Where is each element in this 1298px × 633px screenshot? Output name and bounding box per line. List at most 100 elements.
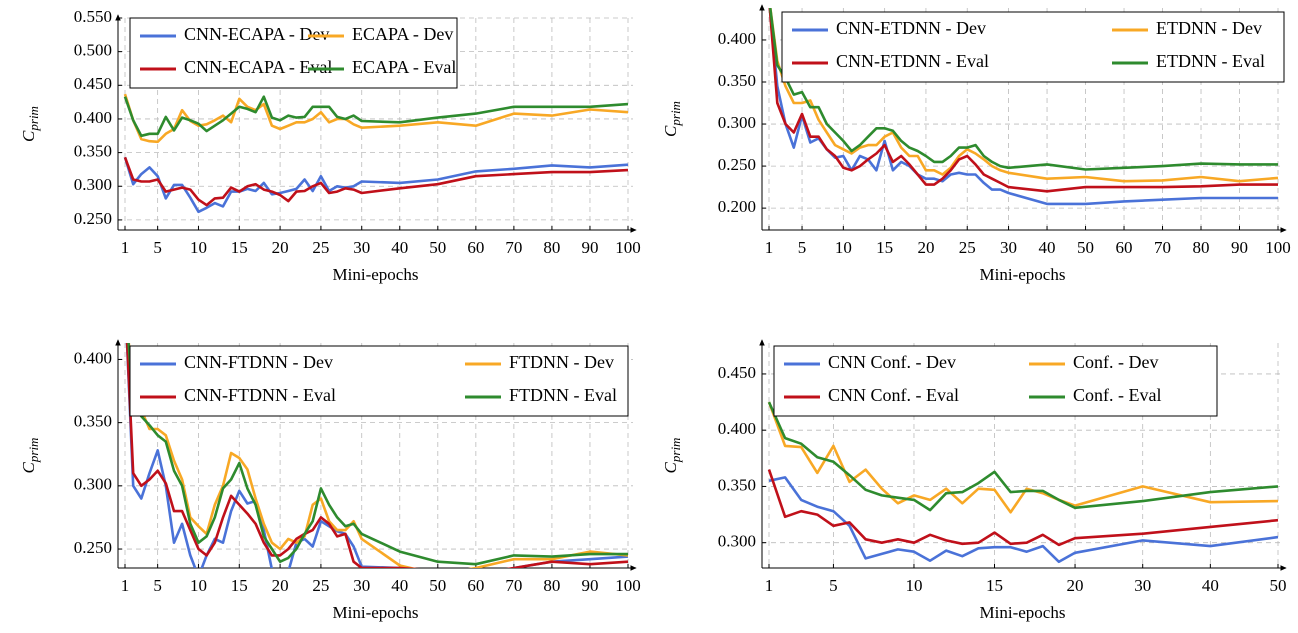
series-line: [127, 343, 628, 566]
x-tick-label: 20: [272, 576, 289, 595]
y-tick-label: 0.250: [74, 538, 112, 557]
x-tick-label: 10: [190, 576, 207, 595]
x-tick-label: 50: [1270, 576, 1287, 595]
legend-label: Conf. - Dev: [1073, 352, 1158, 372]
y-label-sub: prim: [668, 101, 683, 127]
legend-label: CNN-FTDNN - Eval: [184, 385, 336, 405]
legend-box: [129, 345, 629, 417]
x-tick-label: 5: [153, 238, 162, 257]
x-tick-label: 80: [1193, 238, 1210, 257]
x-axis-label: Mini-epochs: [980, 603, 1066, 622]
y-tick-label: 0.400: [74, 348, 112, 367]
x-tick-label: 40: [391, 576, 408, 595]
y-tick-label: 0.400: [718, 419, 756, 438]
x-tick-label: 10: [190, 238, 207, 257]
x-tick-label: 60: [1116, 238, 1133, 257]
y-tick-label: 0.500: [74, 41, 112, 60]
x-tick-label: 50: [429, 576, 446, 595]
x-tick-label: 60: [467, 576, 484, 595]
series-line: [767, 401, 1279, 512]
x-tick-label: 100: [615, 238, 641, 257]
legend-label: CNN-ECAPA - Dev: [184, 24, 329, 44]
x-tick-label: 80: [543, 238, 560, 257]
x-tick-label: 30: [353, 238, 370, 257]
y-tick-label: 0.550: [74, 7, 112, 26]
y-tick-label: 0.300: [74, 475, 112, 494]
x-tick-label: 20: [272, 238, 289, 257]
x-tick-label: 15: [876, 238, 893, 257]
legend: CNN Conf. - Dev Conf. - Dev CNN Conf. - Ev…: [773, 345, 1218, 417]
x-tick-label: 70: [505, 238, 522, 257]
y-tick-label: 0.350: [74, 412, 112, 431]
x-tick-label: 70: [505, 576, 522, 595]
x-tick-label: 20: [1067, 576, 1084, 595]
legend: CNN-ETDNN - Dev ETDNN - Dev CNN-ETDNN - Ev…: [781, 11, 1285, 83]
x-tick-label: 25: [959, 238, 976, 257]
legend-label: CNN Conf. - Dev: [828, 352, 956, 372]
y-tick-label: 0.400: [718, 29, 756, 48]
legend-label: CNN-ECAPA - Eval: [184, 57, 332, 77]
y-axis-label: Cprim: [19, 106, 41, 142]
y-tick-label: 0.300: [718, 113, 756, 132]
y-tick-label: 0.250: [74, 209, 112, 228]
x-tick-label: 30: [1134, 576, 1151, 595]
legend-label: CNN-FTDNN - Dev: [184, 352, 333, 372]
x-tick-label: 1: [765, 238, 774, 257]
x-tick-label: 70: [1154, 238, 1171, 257]
x-axis-label: Mini-epochs: [980, 265, 1066, 284]
y-label-base: C: [661, 125, 680, 137]
legend-label: ETDNN - Dev: [1156, 18, 1262, 38]
x-tick-label: 50: [429, 238, 446, 257]
lines: [768, 8, 1279, 206]
y-tick-label: 0.350: [718, 71, 756, 90]
x-tick-label: 80: [543, 576, 560, 595]
y-label-base: C: [19, 130, 38, 142]
x-tick-label: 15: [231, 576, 248, 595]
series-line: [125, 343, 629, 568]
x-tick-label: 40: [391, 238, 408, 257]
x-tick-label: 30: [353, 576, 370, 595]
x-tick-label: 90: [581, 238, 598, 257]
y-tick-label: 0.300: [718, 532, 756, 551]
x-tick-label: 1: [765, 576, 774, 595]
legend-box: [781, 11, 1285, 83]
legend: CNN-FTDNN - Dev FTDNN - Dev CNN-FTDNN - Ev…: [129, 345, 629, 417]
x-tick-label: 25: [312, 238, 329, 257]
series-line: [123, 156, 629, 207]
y-axis-label: Cprim: [19, 438, 41, 474]
series-line: [768, 8, 1278, 171]
lines: [123, 93, 629, 214]
y-tick-label: 0.300: [74, 175, 112, 194]
legend-box: [773, 345, 1218, 417]
x-tick-label: 40: [1039, 238, 1056, 257]
legend-box: [129, 17, 458, 89]
x-tick-label: 10: [905, 576, 922, 595]
series-line: [123, 93, 629, 144]
y-tick-label: 0.450: [74, 74, 112, 93]
lines: [125, 343, 629, 568]
lines: [767, 401, 1279, 564]
y-axis-label: Cprim: [661, 101, 683, 137]
x-tick-label: 1: [121, 576, 130, 595]
legend-label: FTDNN - Eval: [509, 385, 617, 405]
legend-label: ECAPA - Dev: [352, 24, 453, 44]
y-label-base: C: [19, 461, 38, 473]
y-tick-label: 0.450: [718, 363, 756, 382]
legend-label: CNN-ETDNN - Eval: [836, 51, 989, 71]
series-line: [125, 343, 629, 568]
legend-label: ETDNN - Eval: [1156, 51, 1265, 71]
series-line: [768, 476, 1279, 564]
legend-label: ECAPA - Eval: [352, 57, 456, 77]
x-tick-label: 5: [798, 238, 807, 257]
x-tick-label: 90: [1231, 238, 1248, 257]
x-tick-label: 15: [231, 238, 248, 257]
series-line: [767, 469, 1279, 547]
y-tick-label: 0.250: [718, 155, 756, 174]
x-tick-label: 40: [1202, 576, 1219, 595]
y-label-sub: prim: [26, 438, 41, 464]
x-tick-label: 5: [153, 576, 162, 595]
